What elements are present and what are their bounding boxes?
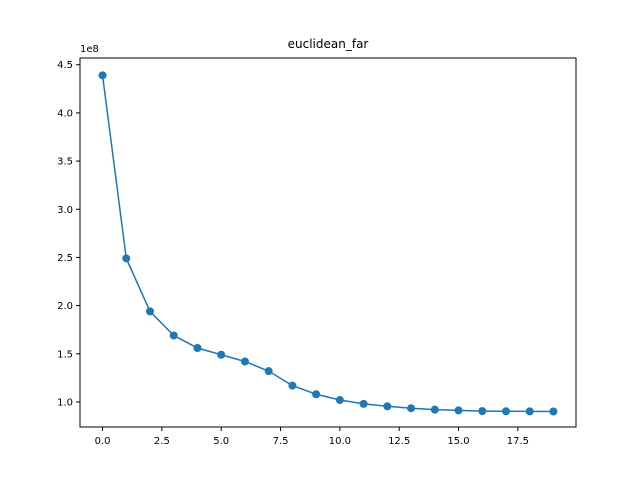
data-point — [478, 407, 487, 416]
x-tick-label: 15.0 — [447, 436, 469, 447]
y-axis-ticks: 1.0 1.5 2.0 2.5 3.0 3.5 4.0 4.5 — [57, 60, 80, 408]
data-point — [501, 407, 510, 416]
y-tick-label: 2.0 — [57, 301, 73, 312]
y-tick-label: 3.5 — [57, 157, 73, 168]
data-point — [264, 367, 273, 376]
plot-area — [98, 71, 558, 416]
y-offset-label: 1e8 — [80, 44, 99, 55]
y-tick-label: 2.5 — [57, 253, 73, 264]
data-point — [240, 357, 249, 366]
data-point — [217, 350, 226, 359]
data-point — [525, 407, 534, 416]
x-tick-label: 12.5 — [388, 436, 410, 447]
data-point — [98, 71, 107, 80]
x-tick-label: 17.5 — [507, 436, 529, 447]
data-point — [169, 331, 178, 340]
x-tick-label: 5.0 — [213, 436, 229, 447]
data-point — [288, 381, 297, 390]
data-point — [193, 343, 202, 352]
data-point — [430, 405, 439, 414]
y-tick-label: 1.0 — [57, 397, 73, 408]
x-tick-label: 7.5 — [273, 436, 289, 447]
data-point — [549, 407, 558, 416]
y-tick-label: 1.5 — [57, 349, 73, 360]
data-point — [335, 396, 344, 405]
chart-title: euclidean_far — [288, 37, 369, 51]
x-tick-label: 0.0 — [95, 436, 111, 447]
x-tick-label: 2.5 — [154, 436, 170, 447]
data-point — [359, 399, 368, 408]
y-tick-label: 4.0 — [57, 108, 73, 119]
data-point — [146, 307, 155, 316]
axes-frame — [79, 57, 577, 428]
data-point — [122, 254, 131, 263]
data-point — [312, 390, 321, 399]
data-point — [383, 402, 392, 411]
data-point — [454, 406, 463, 415]
data-point — [407, 404, 416, 413]
y-tick-label: 3.0 — [57, 205, 73, 216]
x-axis-ticks: 0.0 2.5 5.0 7.5 10.0 12.5 15.0 17.5 — [95, 427, 529, 447]
x-tick-label: 10.0 — [329, 436, 351, 447]
y-tick-label: 4.5 — [57, 60, 73, 71]
